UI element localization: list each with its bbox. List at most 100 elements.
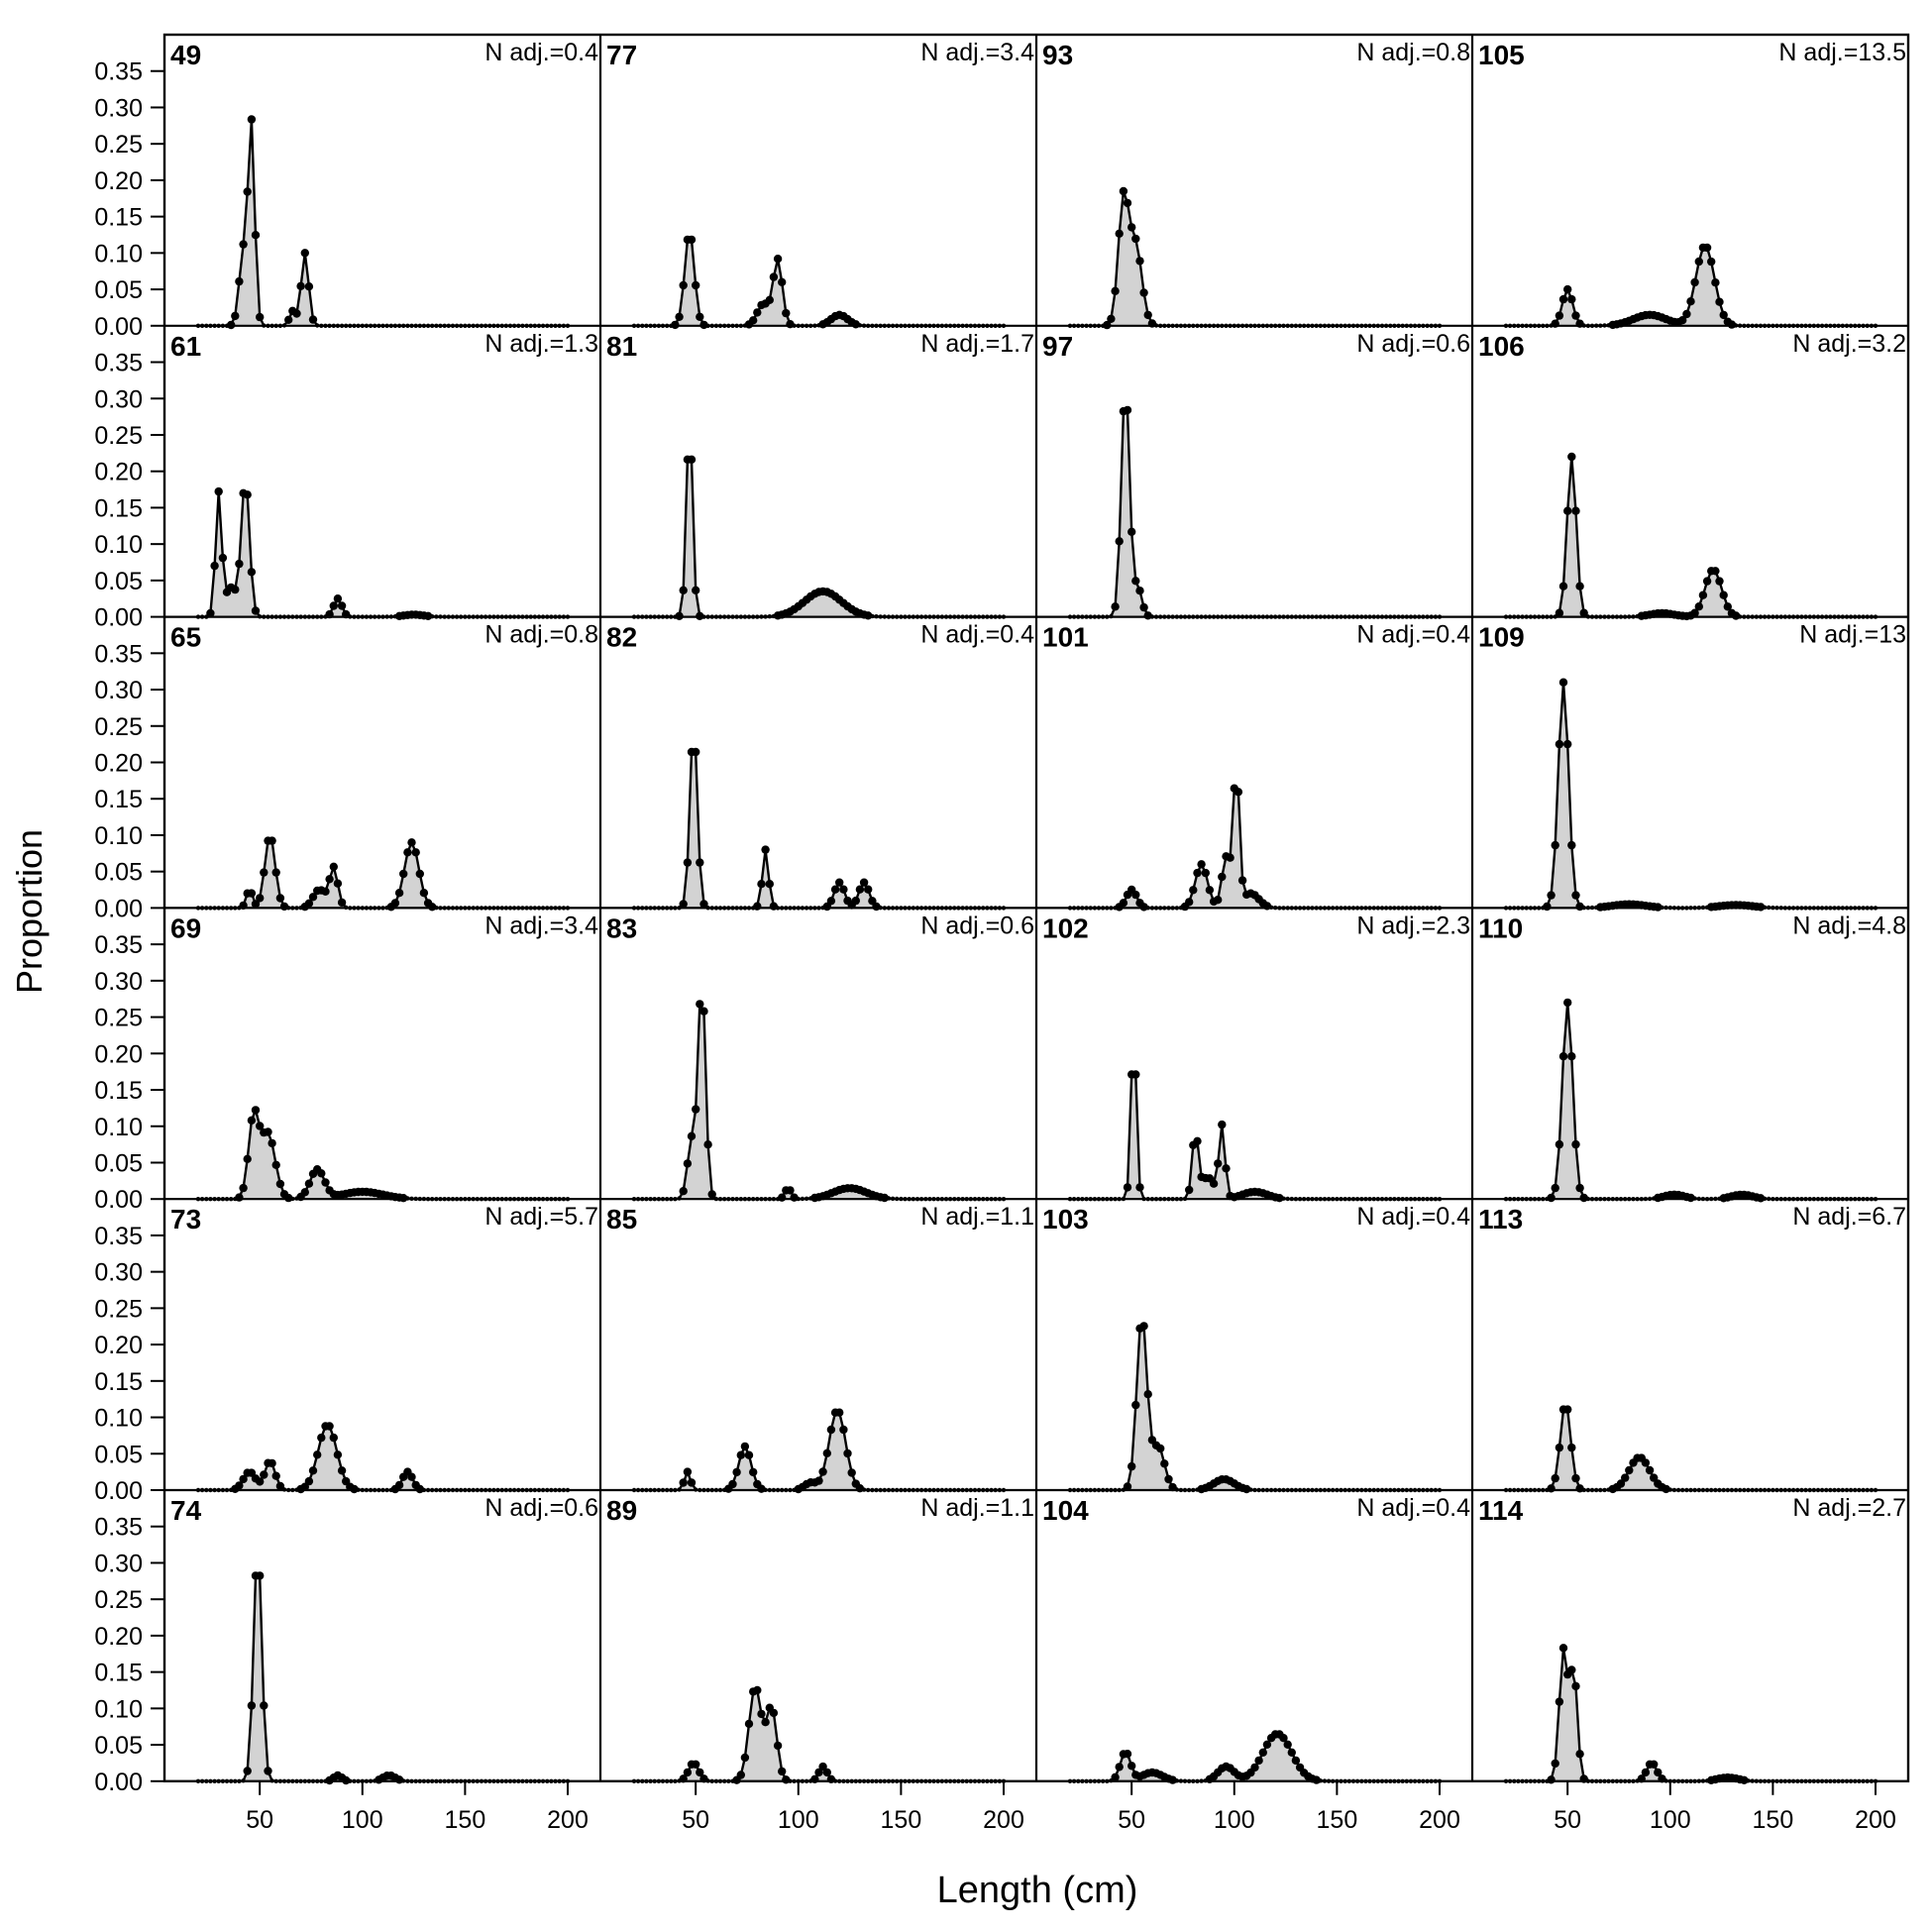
data-point	[1625, 1465, 1634, 1475]
x-tick-label: 50	[1118, 1806, 1145, 1834]
data-point	[268, 1138, 276, 1148]
data-point	[231, 311, 240, 321]
y-tick-label: 0.15	[94, 494, 143, 522]
data-point	[264, 1767, 272, 1775]
panel-label: 77	[606, 40, 637, 70]
n-adj-label: N adj.=2.7	[1792, 1494, 1906, 1522]
data-point	[1547, 1484, 1556, 1493]
y-tick-label: 0.25	[94, 1586, 143, 1614]
panel-label: 89	[606, 1495, 637, 1526]
y-tick-label: 0.25	[94, 713, 143, 741]
data-point	[692, 280, 700, 290]
data-point	[284, 315, 293, 324]
data-point	[679, 1187, 688, 1196]
y-tick-label: 0.35	[94, 1223, 143, 1250]
y-tick-label: 0.30	[94, 1259, 143, 1287]
n-adj-label: N adj.=1.7	[920, 330, 1034, 358]
panel-label: 85	[606, 1204, 637, 1234]
data-point	[757, 880, 766, 889]
data-point	[1222, 1164, 1231, 1173]
data-point	[1250, 1763, 1259, 1772]
data-point	[313, 1450, 322, 1459]
data-point	[1111, 286, 1120, 295]
x-tick-label: 50	[1554, 1806, 1581, 1834]
data-point	[749, 1467, 758, 1477]
panel-label: 69	[170, 912, 201, 943]
y-tick-label: 0.15	[94, 786, 143, 813]
data-point	[699, 900, 708, 909]
y-tick-label: 0.30	[94, 677, 143, 704]
data-point	[1555, 311, 1564, 320]
data-point	[260, 1470, 268, 1479]
data-point	[1234, 788, 1243, 797]
data-point	[1711, 567, 1720, 576]
data-point	[839, 1425, 848, 1435]
data-point	[692, 586, 700, 594]
data-point	[292, 309, 301, 318]
data-point	[1139, 288, 1148, 297]
data-point	[325, 1422, 334, 1431]
n-adj-label: N adj.=1.1	[920, 1494, 1034, 1522]
data-point	[830, 885, 840, 894]
y-tick-label: 0.05	[94, 1149, 143, 1177]
data-point	[683, 1467, 693, 1476]
data-point	[1567, 1443, 1576, 1452]
distribution-area	[198, 491, 568, 617]
data-point	[1645, 1465, 1655, 1475]
data-point	[1111, 1772, 1120, 1782]
data-point	[765, 880, 774, 889]
data-point	[1214, 896, 1223, 905]
data-point	[1131, 1070, 1140, 1079]
data-point	[814, 1768, 823, 1777]
distribution-area	[1070, 1326, 1440, 1490]
data-point	[1139, 1322, 1148, 1331]
data-point	[411, 848, 420, 857]
data-point	[703, 1140, 712, 1149]
panel-label: 73	[170, 1204, 201, 1234]
data-point	[304, 1476, 314, 1486]
y-tick-label: 0.20	[94, 459, 143, 486]
data-point	[275, 894, 285, 903]
data-point	[761, 845, 770, 854]
panel-102: 102 N adj.=2.3	[1042, 912, 1470, 1203]
data-point	[1555, 1443, 1564, 1452]
data-point	[256, 894, 265, 903]
data-point	[1123, 198, 1132, 208]
panel-label: 109	[1478, 622, 1525, 653]
data-point	[736, 1771, 745, 1779]
y-tick-label: 0.00	[94, 895, 143, 922]
data-point	[1254, 1756, 1263, 1766]
data-point	[268, 1458, 276, 1468]
data-point	[1702, 577, 1712, 586]
data-point	[1131, 1400, 1140, 1410]
n-adj-label: N adj.=0.8	[1356, 39, 1470, 66]
y-tick-label: 0.05	[94, 568, 143, 595]
data-point	[822, 1449, 831, 1458]
panel-label: 81	[606, 331, 637, 362]
n-adj-label: N adj.=1.3	[484, 330, 598, 358]
data-point	[1571, 1681, 1580, 1691]
data-point	[247, 889, 257, 898]
y-tick-label: 0.05	[94, 859, 143, 887]
data-point	[1131, 890, 1140, 900]
data-point	[329, 1433, 338, 1443]
data-point	[1555, 1139, 1564, 1149]
data-point	[256, 312, 265, 322]
data-point	[1711, 278, 1720, 287]
data-point	[1650, 1473, 1659, 1482]
data-point	[687, 1131, 697, 1141]
data-point	[325, 875, 334, 884]
data-point	[835, 878, 844, 887]
data-point	[1555, 608, 1564, 617]
data-point	[864, 885, 873, 894]
data-point	[826, 1425, 836, 1435]
distribution-area	[1506, 247, 1876, 326]
n-adj-label: N adj.=3.4	[484, 912, 598, 939]
data-point	[1131, 234, 1140, 244]
x-tick-label: 50	[246, 1806, 273, 1834]
data-point	[1621, 1473, 1630, 1482]
y-tick-label: 0.25	[94, 422, 143, 450]
data-point	[1115, 537, 1124, 546]
data-point	[1555, 739, 1564, 749]
n-adj-label: N adj.=3.4	[920, 39, 1034, 66]
